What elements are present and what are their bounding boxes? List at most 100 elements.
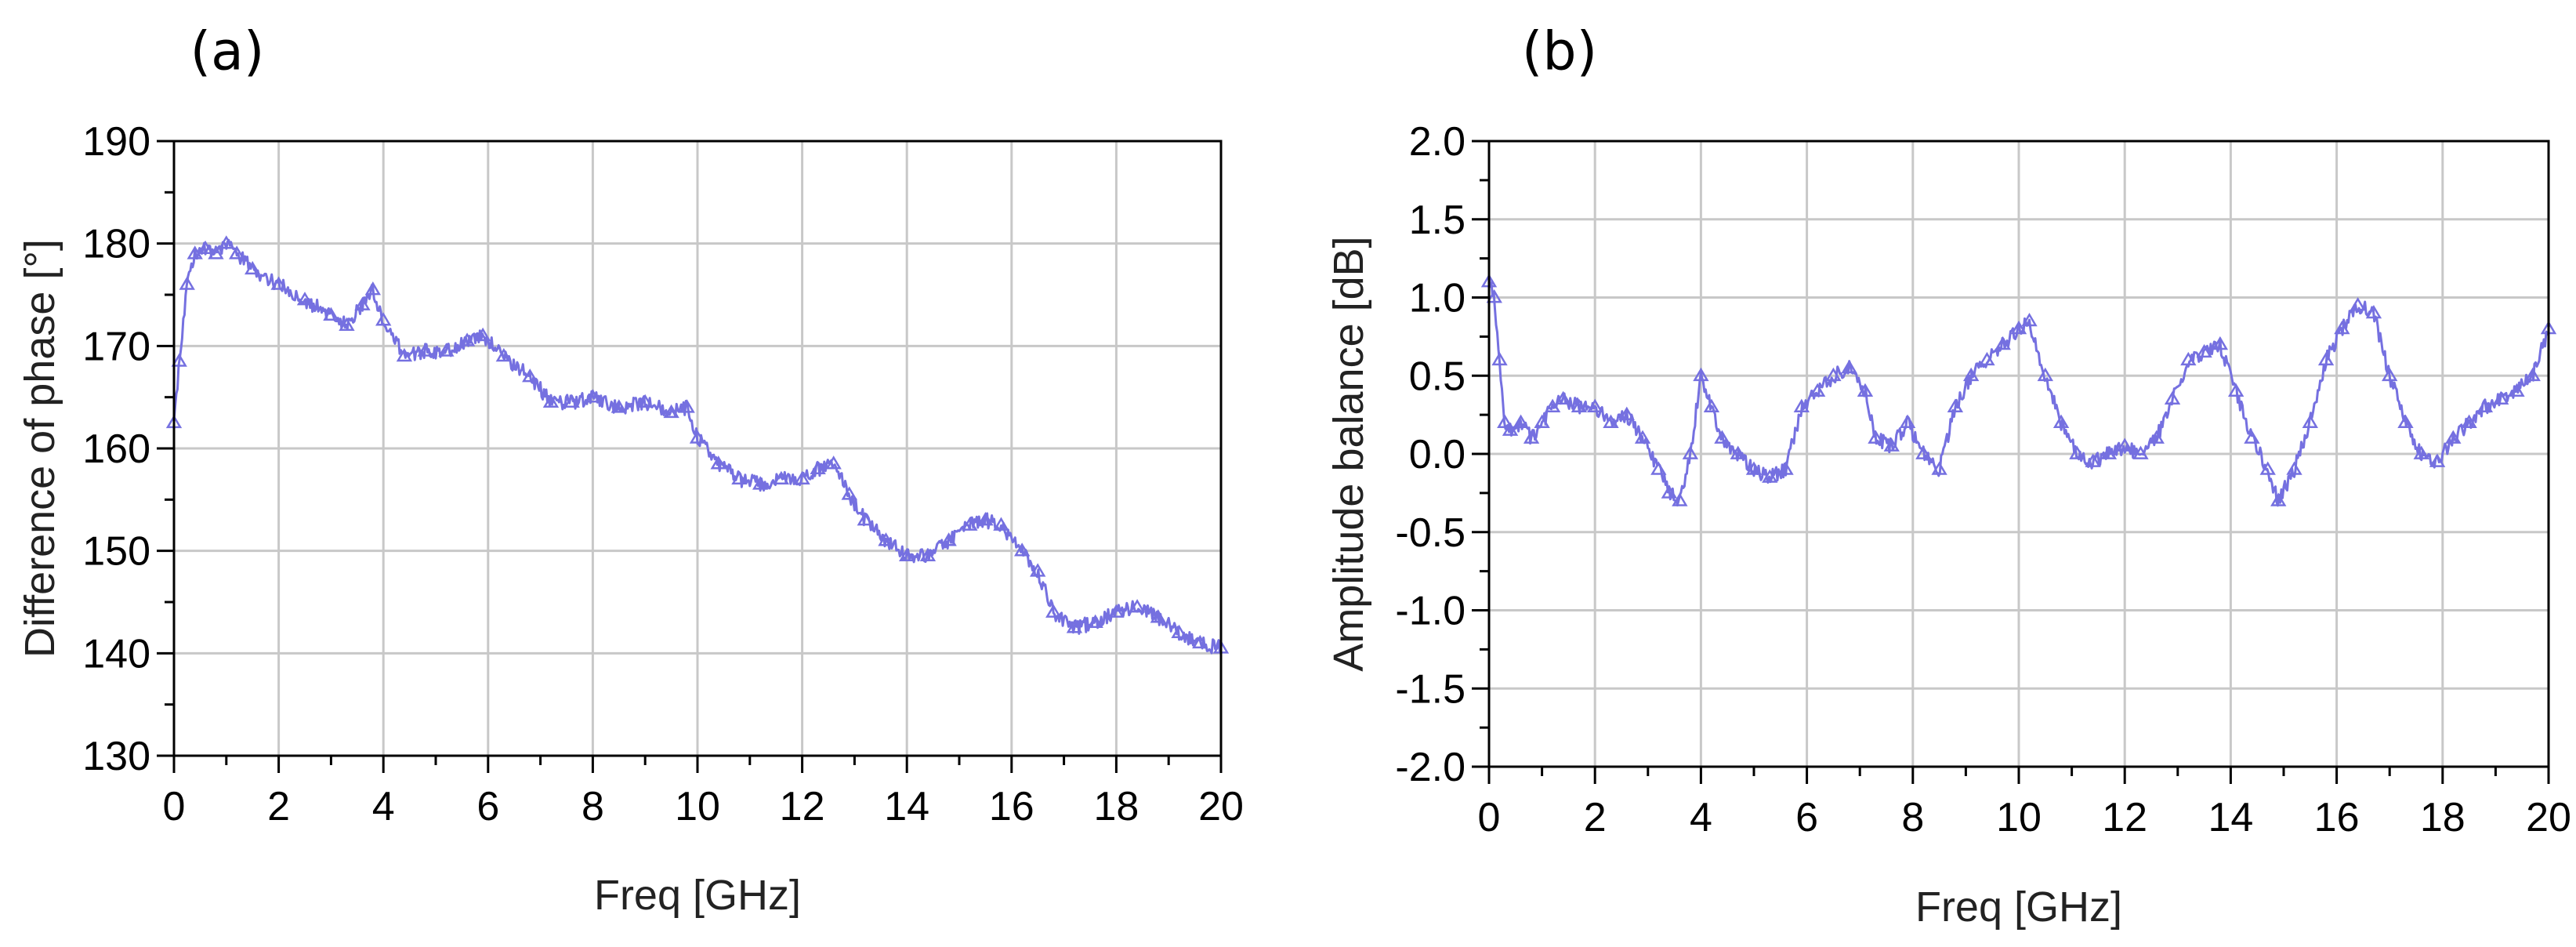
chart-a-point-42: [919, 547, 937, 562]
chart-a-point-52: [1108, 604, 1125, 618]
chart-a-x-tick-label-9: 18: [1093, 784, 1139, 829]
chart-b-point-19: [1693, 367, 1709, 382]
chart-a-x-tick-label-2: 4: [372, 784, 395, 829]
chart-b-point-25: [1777, 461, 1794, 475]
chart-a-point-5: [208, 245, 224, 259]
chart-b-point-14: [1634, 430, 1651, 444]
chart-b-y-tick-label-8: 2.0: [1409, 119, 1466, 165]
chart-a-x-tick-label-10: 20: [1198, 784, 1244, 829]
chart-b-point-40: [2010, 320, 2027, 335]
chart-b-point-5: [1513, 414, 1529, 428]
chart-b-point-55: [2244, 430, 2260, 444]
chart-a-point-23: [542, 394, 560, 408]
chart-b-point-22: [1730, 445, 1746, 459]
chart-b-x-tick-label-4: 8: [1901, 795, 1924, 840]
chart-a-x-axis-label: Freq [GHz]: [594, 872, 801, 919]
chart-b-x-tick-label-9: 18: [2420, 795, 2465, 840]
chart-b-point-70: [2476, 398, 2494, 412]
chart-a-point-12: [339, 317, 355, 332]
chart-a-point-9: [270, 276, 287, 290]
chart-b-y-tick-label-5: 0.5: [1409, 354, 1466, 399]
chart-a-x-tick-label-0: 0: [163, 784, 186, 829]
chart-b-point-58: [2286, 461, 2302, 475]
chart-a-point-24: [563, 394, 580, 408]
chart-a-point-13: [354, 296, 371, 310]
chart-a-x-tick-label-1: 2: [267, 784, 290, 829]
chart-b-point-1: [1486, 289, 1502, 303]
chart-a-point-53: [1129, 599, 1146, 613]
chart-a-point-44: [962, 517, 978, 531]
chart-a-point-8: [245, 260, 261, 275]
chart-b-point-23: [1745, 461, 1763, 475]
chart-b-point-20: [1703, 398, 1720, 412]
chart-a-point-46: [993, 517, 1009, 531]
chart-a-y-tick-label-0: 130: [82, 734, 150, 779]
chart-b-x-tick-label-6: 12: [2102, 795, 2147, 840]
chart-a-point-2: [179, 276, 195, 290]
chart-a-point-29: [679, 399, 695, 413]
chart-b-y-tick-label-1: -1.5: [1395, 666, 1466, 712]
chart-b-amplitude-balance: 0 2 4 6 8 10 12 14 16 18 20 -2.0 -1.5 -1.0 -0.5 0.0 0.5 1…: [1325, 21, 2571, 931]
chart-a-point-6: [218, 235, 234, 249]
chart-b-point-43: [2052, 414, 2070, 428]
chart-a-point-16: [396, 347, 413, 362]
chart-b-point-10: [1571, 398, 1588, 412]
chart-a-point-22: [522, 368, 538, 383]
chart-a-point-47: [1013, 542, 1031, 557]
chart-a-point-7: [228, 245, 245, 259]
chart-a-point-26: [610, 399, 627, 413]
chart-a-y-tick-label-1: 140: [82, 631, 150, 677]
chart-b-point-9: [1555, 390, 1571, 405]
chart-b-point-44: [2069, 445, 2085, 459]
chart-b-point-50: [2164, 390, 2181, 405]
chart-b-point-32: [1883, 437, 1900, 452]
chart-b-point-71: [2492, 390, 2509, 405]
chart-b-point-4: [1502, 422, 1519, 436]
chart-b-point-46: [2100, 445, 2118, 459]
chart-b-point-45: [2085, 453, 2101, 467]
chart-a-x-tick-label-6: 12: [780, 784, 825, 829]
chart-b-y-tick-label-0: -2.0: [1395, 745, 1466, 790]
chart-b-y-tick-label-7: 1.5: [1409, 198, 1466, 243]
chart-b-point-37: [1962, 367, 1980, 382]
chart-a-point-54: [1150, 609, 1167, 623]
chart-a-x-tick-label-5: 10: [675, 784, 720, 829]
chart-b-point-34: [1915, 445, 1932, 459]
chart-a-point-38: [841, 486, 857, 500]
chart-b-x-tick-label-1: 2: [1584, 795, 1607, 840]
chart-b-y-tick-label-6: 1.0: [1409, 276, 1466, 321]
chart-b-point-29: [1841, 359, 1857, 374]
chart-a-point-20: [474, 327, 491, 342]
chart-a-point-34: [773, 470, 790, 485]
chart-b-panel-label: (b): [1522, 21, 1597, 83]
chart-b-point-56: [2259, 461, 2276, 475]
chart-a-point-40: [878, 532, 894, 546]
chart-b-point-30: [1857, 383, 1874, 397]
chart-a-point-41: [899, 547, 915, 562]
chart-b-point-26: [1793, 398, 1810, 412]
chart-b-point-64: [2382, 367, 2398, 382]
chart-a-point-31: [710, 455, 726, 470]
chart-b-x-tick-label-10: 20: [2526, 795, 2571, 840]
chart-a-point-21: [495, 347, 513, 362]
chart-a-point-18: [438, 343, 455, 357]
chart-b-y-tick-label-2: -1.0: [1395, 589, 1466, 634]
chart-a-y-tick-label-5: 180: [82, 222, 150, 267]
chart-b-point-48: [2132, 445, 2149, 459]
chart-a-point-51: [1087, 614, 1103, 628]
chart-a-point-49: [1045, 604, 1062, 618]
chart-b-point-59: [2302, 414, 2318, 428]
chart-b-point-31: [1868, 430, 1884, 444]
chart-b-y-axis-label: Amplitude balance [dB]: [1325, 236, 1372, 671]
chart-a-point-39: [857, 512, 873, 526]
chart-a-point-32: [731, 470, 748, 485]
chart-a-point-11: [323, 307, 339, 321]
chart-a-x-tick-label-7: 14: [884, 784, 929, 829]
chart-a-point-28: [663, 404, 679, 419]
chart-b-point-35: [1931, 461, 1947, 475]
chart-a-point-15: [375, 312, 392, 326]
chart-b-point-24: [1762, 469, 1778, 483]
chart-b-point-63: [2365, 304, 2382, 319]
chart-b-point-41: [2021, 312, 2038, 327]
chart-b-point-68: [2445, 430, 2462, 444]
